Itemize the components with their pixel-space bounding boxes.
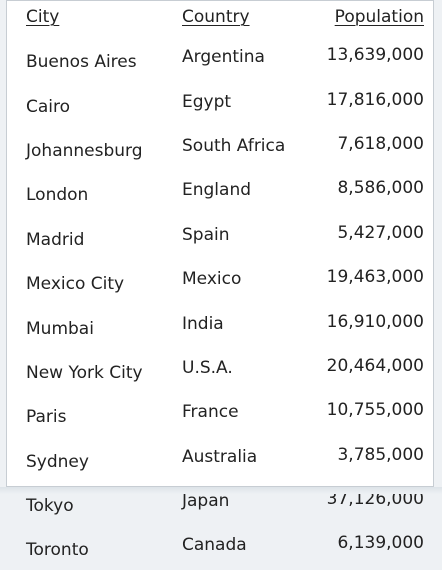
table-row: Mumbai India 16,910,000 [24,303,426,347]
population-cell: 3,785,000 [337,444,424,465]
city-cell: Toronto [26,540,89,561]
city-population-table: City Country Population Buenos Aires Arg… [24,7,426,570]
header-row: City Country Population [24,7,426,37]
city-cell: Johannesburg [26,140,143,161]
country-cell: Mexico [182,269,242,290]
population-cell: 17,816,000 [326,89,424,110]
city-cell: Mumbai [26,318,94,339]
table-row: Cairo Egypt 17,816,000 [24,81,426,125]
table-row: Toronto Canada 6,139,000 [24,525,426,569]
population-cell: 6,139,000 [337,533,424,554]
country-cell: France [182,402,239,423]
table-row: Buenos Aires Argentina 13,639,000 [24,37,426,81]
city-cell: Madrid [26,229,85,250]
table-row: New York City U.S.A. 20,464,000 [24,348,426,392]
country-cell: Australia [182,446,258,467]
country-cell: Spain [182,224,230,245]
country-cell: South Africa [182,135,286,156]
column-header-country: Country [182,7,250,27]
table-row: Paris France 10,755,000 [24,392,426,436]
table-row: Madrid Spain 5,427,000 [24,215,426,259]
population-cell: 5,427,000 [337,222,424,243]
population-cell: 7,618,000 [337,133,424,154]
table-row: Mexico City Mexico 19,463,000 [24,259,426,303]
city-cell: Sydney [26,451,89,472]
table-row: Johannesburg South Africa 7,618,000 [24,126,426,170]
bottom-edge-shadow [0,487,442,494]
population-cell: 19,463,000 [326,267,424,288]
country-cell: England [182,180,252,201]
country-cell: India [182,313,224,334]
table-row: Sydney Australia 3,785,000 [24,437,426,481]
country-cell: Egypt [182,91,232,112]
city-cell: New York City [26,362,143,383]
country-cell: Canada [182,535,247,556]
column-header-population: Population [334,7,424,27]
table-card: City Country Population Buenos Aires Arg… [6,0,434,560]
city-cell: Cairo [26,96,71,117]
city-cell: London [26,185,89,206]
country-cell: Argentina [182,47,265,68]
city-cell: Mexico City [26,274,125,295]
population-cell: 13,639,000 [326,45,424,66]
column-header-city: City [26,7,60,27]
table-row: London England 8,586,000 [24,170,426,214]
population-cell: 10,755,000 [326,400,424,421]
city-cell: Paris [26,407,67,428]
population-cell: 20,464,000 [326,355,424,376]
country-cell: U.S.A. [182,357,233,378]
population-cell: 16,910,000 [326,311,424,332]
city-cell: Buenos Aires [26,52,137,73]
population-cell: 8,586,000 [337,178,424,199]
